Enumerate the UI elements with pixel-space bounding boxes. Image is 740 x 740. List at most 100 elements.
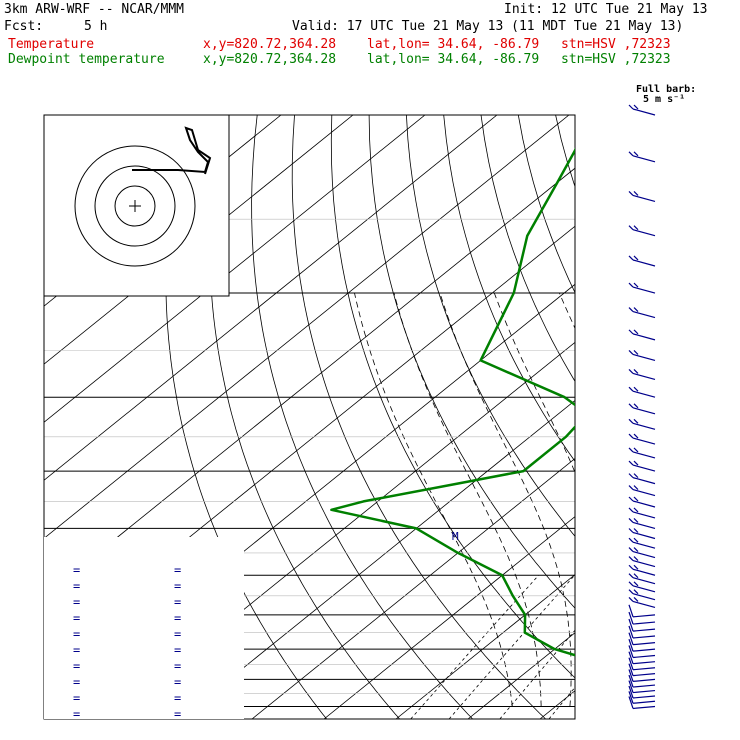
wind-barb bbox=[628, 350, 656, 362]
parcel-param-eq: = bbox=[73, 611, 80, 625]
wind-barb bbox=[628, 528, 656, 540]
wind-barb bbox=[628, 447, 656, 459]
isotherm-line bbox=[44, 115, 498, 481]
dry-adiabat-line bbox=[705, 115, 740, 719]
parcel-param-eq: = bbox=[73, 579, 80, 593]
wind-barb bbox=[628, 329, 656, 341]
valid-time: Valid: 17 UTC Tue 21 May 13 (11 MDT Tue … bbox=[292, 19, 684, 34]
parcel-param-eq: = bbox=[174, 691, 181, 705]
wind-barb bbox=[628, 473, 656, 485]
mixing-ratio-line bbox=[548, 686, 575, 719]
mixing-ratio-line bbox=[410, 575, 539, 719]
init-time: Init: 12 UTC Tue 21 May 13 bbox=[504, 2, 708, 17]
wind-barb bbox=[628, 307, 656, 319]
moist-adiabat-line bbox=[493, 292, 575, 474]
isotherm-line bbox=[44, 115, 570, 539]
parcel-param-eq: = bbox=[73, 595, 80, 609]
wind-barb bbox=[628, 618, 656, 632]
wind-barb bbox=[628, 604, 656, 618]
parcel-param-eq: = bbox=[174, 579, 181, 593]
dry-adiabat-line bbox=[593, 115, 740, 719]
moist-adiabat-line bbox=[439, 292, 572, 707]
isotherm-line bbox=[179, 399, 575, 719]
parcel-param-eq: = bbox=[174, 595, 181, 609]
wind-barb bbox=[628, 625, 656, 639]
wind-barb bbox=[628, 669, 656, 683]
wind-barb bbox=[628, 651, 656, 665]
wind-barb bbox=[628, 611, 656, 625]
temperature-legend-station: stn=HSV ,72323 bbox=[561, 37, 671, 52]
wind-barb bbox=[628, 386, 656, 398]
wind-barb bbox=[628, 596, 656, 608]
isotherm-line bbox=[684, 115, 740, 719]
hodograph-trace bbox=[132, 126, 212, 175]
wind-barb bbox=[628, 638, 656, 652]
wind-barb bbox=[628, 151, 656, 163]
dry-adiabat-line bbox=[330, 115, 575, 679]
parcel-param-eq: = bbox=[73, 675, 80, 689]
dewpoint-legend-latlon: lat,lon= 34.64, -86.79 bbox=[367, 52, 540, 67]
hodograph-ring bbox=[114, 185, 156, 227]
wind-barb bbox=[628, 418, 656, 430]
moist-adiabat-line bbox=[685, 293, 740, 707]
wind-barb bbox=[628, 433, 656, 445]
parcel-param-eq: = bbox=[73, 643, 80, 657]
hodograph-ring bbox=[74, 145, 196, 267]
dewpoint-legend-station: stn=HSV ,72323 bbox=[561, 52, 671, 67]
parcel-param-eq: = bbox=[73, 563, 80, 577]
hodograph-ring bbox=[94, 165, 176, 247]
wind-barb bbox=[628, 537, 656, 549]
parcel-param-eq: = bbox=[174, 659, 181, 673]
dry-adiabat-line bbox=[480, 115, 575, 383]
wind-barb bbox=[628, 581, 656, 593]
wind-barb bbox=[628, 680, 656, 694]
wind-barb bbox=[628, 564, 656, 576]
parcel-param-eq: = bbox=[73, 659, 80, 673]
mixing-ratio-line bbox=[593, 575, 710, 719]
wind-barb bbox=[628, 255, 656, 267]
wind-barb bbox=[628, 191, 656, 203]
wind-barb bbox=[628, 282, 656, 294]
parcel-info-box bbox=[44, 537, 244, 719]
wind-barb bbox=[628, 556, 656, 568]
wind-barb bbox=[628, 225, 656, 237]
dry-adiabat-line bbox=[209, 115, 400, 719]
wind-barb bbox=[628, 663, 656, 677]
moist-adiabat-line bbox=[637, 293, 694, 707]
forecast-value: 5 h bbox=[84, 19, 108, 34]
wind-barb bbox=[628, 485, 656, 497]
parcel-param-eq: = bbox=[174, 707, 181, 721]
mixing-ratio-line bbox=[448, 575, 575, 719]
wind-barb bbox=[628, 632, 656, 646]
isotherm-line bbox=[44, 167, 575, 597]
wind-barb bbox=[628, 691, 656, 704]
parcel-param-eq: = bbox=[73, 691, 80, 705]
temperature-legend-name: Temperature bbox=[8, 37, 95, 52]
parcel-param-eq: = bbox=[174, 611, 181, 625]
isotherm-line bbox=[44, 115, 426, 423]
wind-barb bbox=[628, 547, 656, 559]
isotherm-line bbox=[612, 115, 740, 719]
wind-barb bbox=[628, 403, 656, 415]
model-title: 3km ARW-WRF -- NCAR/MMM bbox=[4, 2, 185, 17]
wind-barb bbox=[628, 657, 656, 671]
wind-barb bbox=[628, 674, 656, 688]
parcel-param-eq: = bbox=[174, 627, 181, 641]
wind-barb bbox=[628, 369, 656, 381]
wind-barb bbox=[628, 645, 656, 659]
temperature-legend-xy: x,y=820.72,364.28 bbox=[203, 37, 337, 52]
dry-adiabat-line bbox=[291, 115, 546, 719]
wind-barb bbox=[628, 573, 656, 585]
parcel-param-eq: = bbox=[174, 563, 181, 577]
dry-adiabat-line bbox=[251, 115, 473, 719]
wind-barb bbox=[628, 104, 656, 116]
isotherm-line bbox=[395, 574, 575, 719]
parcel-param-eq: = bbox=[174, 675, 181, 689]
parcel-param-eq: = bbox=[73, 627, 80, 641]
mixing-ratio-line bbox=[499, 629, 575, 719]
parcel-param-eq: = bbox=[174, 643, 181, 657]
barb-legend-unit: 5 m s⁻¹ bbox=[643, 94, 686, 105]
plot-frame bbox=[43, 114, 576, 720]
mixing-ratio-line bbox=[652, 575, 740, 719]
